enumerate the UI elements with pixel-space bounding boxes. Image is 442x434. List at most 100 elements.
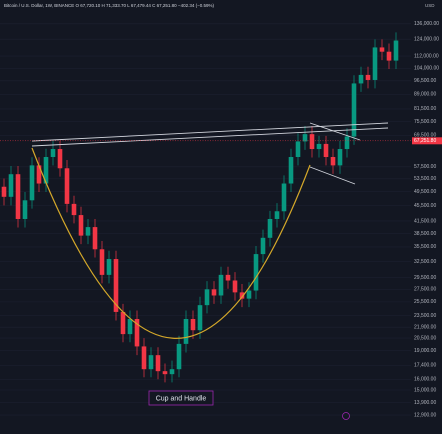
handle-line bbox=[309, 122, 361, 141]
candle-body bbox=[141, 346, 147, 370]
candle-body bbox=[50, 149, 56, 158]
candle-body bbox=[92, 227, 98, 250]
candle-body bbox=[344, 136, 350, 150]
y-tick-label: 29,500.00 bbox=[414, 275, 436, 281]
y-tick-label: 75,500.00 bbox=[414, 119, 436, 125]
candle-body bbox=[239, 292, 245, 299]
y-tick-label: 96,500.00 bbox=[414, 78, 436, 84]
y-tick-label: 20,500.00 bbox=[414, 335, 436, 341]
candle-body bbox=[232, 280, 238, 293]
y-tick-label: 12,900.00 bbox=[414, 412, 436, 418]
event-icon[interactable] bbox=[342, 412, 350, 420]
candle-body bbox=[155, 355, 161, 372]
y-tick-label: 17,400.00 bbox=[414, 363, 436, 369]
candle-body bbox=[302, 134, 308, 142]
candle-body bbox=[106, 259, 112, 275]
candle-body bbox=[71, 203, 77, 216]
y-tick-label: 38,500.00 bbox=[414, 231, 436, 237]
y-tick-label: 136,000.00 bbox=[414, 21, 439, 27]
y-tick-label: 15,000.00 bbox=[414, 387, 436, 393]
last-price-box bbox=[412, 137, 442, 145]
candle-body bbox=[267, 218, 273, 238]
candle-body bbox=[288, 157, 294, 184]
candle-body bbox=[57, 149, 63, 169]
candle-body bbox=[379, 47, 385, 52]
candle-body bbox=[120, 311, 126, 335]
resistance-line bbox=[31, 122, 389, 142]
candle-body bbox=[323, 143, 329, 158]
y-tick-label: 19,000.00 bbox=[414, 348, 436, 354]
candle-body bbox=[29, 165, 35, 201]
candle-body bbox=[36, 165, 42, 184]
last-price-label: 67,251.80 bbox=[414, 138, 436, 144]
candle-body bbox=[64, 168, 70, 204]
y-tick-label: 124,000.00 bbox=[414, 37, 439, 43]
candle-body bbox=[183, 319, 189, 344]
candle-body bbox=[274, 211, 280, 219]
chart-title: Bitcoin / U.S. Dollar, 1W, BINANCE O 67,… bbox=[4, 3, 214, 8]
y-tick-label: 25,500.00 bbox=[414, 299, 436, 305]
candle-body bbox=[316, 143, 322, 150]
candle-body bbox=[246, 290, 252, 299]
candle-body bbox=[148, 355, 154, 370]
candle-body bbox=[127, 319, 133, 335]
resistance-line bbox=[31, 127, 389, 147]
y-tick-label: 81,500.00 bbox=[414, 106, 436, 112]
candle-body bbox=[393, 40, 399, 61]
candle-body bbox=[386, 51, 392, 61]
candles bbox=[1, 32, 399, 383]
candle-body bbox=[197, 305, 203, 331]
candle-body bbox=[78, 215, 84, 236]
candle-body bbox=[351, 83, 357, 137]
candle-body bbox=[330, 157, 336, 166]
y-tick-label: 57,500.00 bbox=[414, 164, 436, 170]
candle-body bbox=[134, 319, 140, 347]
y-axis: 136,000.00 124,000.00 112,000.00 104,000.00… bbox=[0, 21, 442, 418]
candle-body bbox=[225, 274, 231, 281]
y-tick-label: 35,500.00 bbox=[414, 244, 436, 250]
candle-body bbox=[176, 343, 182, 370]
candle-body bbox=[85, 227, 91, 236]
y-tick-label: 41,500.00 bbox=[414, 218, 436, 224]
candle-body bbox=[218, 274, 224, 296]
candle-body bbox=[99, 249, 105, 275]
candle-body bbox=[15, 174, 21, 219]
cup-curve bbox=[31, 147, 311, 339]
candle-body bbox=[113, 259, 119, 312]
y-tick-label: 16,000.00 bbox=[414, 377, 436, 383]
candle-body bbox=[43, 157, 49, 184]
y-tick-label: 89,000.00 bbox=[414, 92, 436, 98]
candle-body bbox=[358, 74, 364, 84]
y-tick-label: 53,500.00 bbox=[414, 176, 436, 182]
y-axis-unit: USD bbox=[425, 3, 435, 8]
y-tick-label: 13,900.00 bbox=[414, 400, 436, 406]
handle-line bbox=[309, 166, 356, 185]
candle-body bbox=[22, 200, 28, 219]
candle-body bbox=[190, 319, 196, 331]
y-tick-label: 23,500.00 bbox=[414, 313, 436, 319]
candle-body bbox=[162, 371, 168, 375]
candle-body bbox=[337, 149, 343, 166]
y-tick-label: 27,500.00 bbox=[414, 287, 436, 293]
candle-body bbox=[309, 134, 315, 150]
candle-body bbox=[169, 369, 175, 375]
y-tick-label: 32,500.00 bbox=[414, 259, 436, 265]
candle-body bbox=[260, 237, 266, 255]
candle-body bbox=[295, 141, 301, 158]
candle-body bbox=[281, 183, 287, 212]
y-tick-label: 45,500.00 bbox=[414, 203, 436, 209]
candle-body bbox=[253, 254, 259, 291]
y-tick-label: 49,500.00 bbox=[414, 189, 436, 195]
candle-body bbox=[211, 289, 217, 296]
candle-body bbox=[1, 186, 7, 197]
candle-body bbox=[204, 289, 210, 306]
y-tick-label: 104,000.00 bbox=[414, 66, 439, 72]
candle-body bbox=[365, 74, 371, 80]
candle-body bbox=[372, 47, 378, 80]
y-tick-label: 112,000.00 bbox=[414, 53, 439, 59]
y-tick-label: 69,500.00 bbox=[414, 133, 436, 139]
y-tick-label: 21,900.00 bbox=[414, 324, 436, 330]
candle-body bbox=[8, 174, 14, 197]
